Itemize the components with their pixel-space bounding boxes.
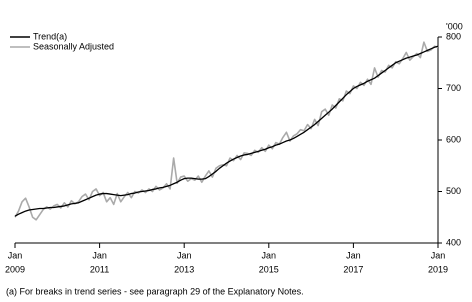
y-tick-label: 700: [446, 83, 461, 93]
x-tick-label: 2019: [428, 264, 448, 274]
footnote: (a) For breaks in trend series - see par…: [6, 286, 304, 296]
x-tick-label: Jan: [431, 250, 446, 260]
y-tick-label: 600: [446, 134, 461, 144]
series-line: [14, 41, 439, 221]
y-unit: '000: [446, 21, 463, 31]
x-tick-label: 2013: [174, 264, 194, 274]
legend-label: Trend(a): [33, 31, 67, 41]
x-tick-label: 2009: [5, 264, 25, 274]
x-tick-label: Jan: [92, 250, 107, 260]
x-tick-label: Jan: [8, 250, 23, 260]
y-tick-label: 800: [446, 31, 461, 41]
x-tick-label: Jan: [346, 250, 361, 260]
legend-label: Seasonally Adjusted: [33, 41, 114, 51]
x-tick-label: Jan: [177, 250, 192, 260]
x-tick-label: 2017: [343, 264, 363, 274]
x-tick-label: 2015: [259, 264, 279, 274]
y-tick-label: 400: [446, 237, 461, 247]
x-tick-label: Jan: [262, 250, 277, 260]
y-tick-label: 500: [446, 186, 461, 196]
series-line: [14, 45, 439, 217]
x-tick-label: 2011: [90, 264, 109, 274]
